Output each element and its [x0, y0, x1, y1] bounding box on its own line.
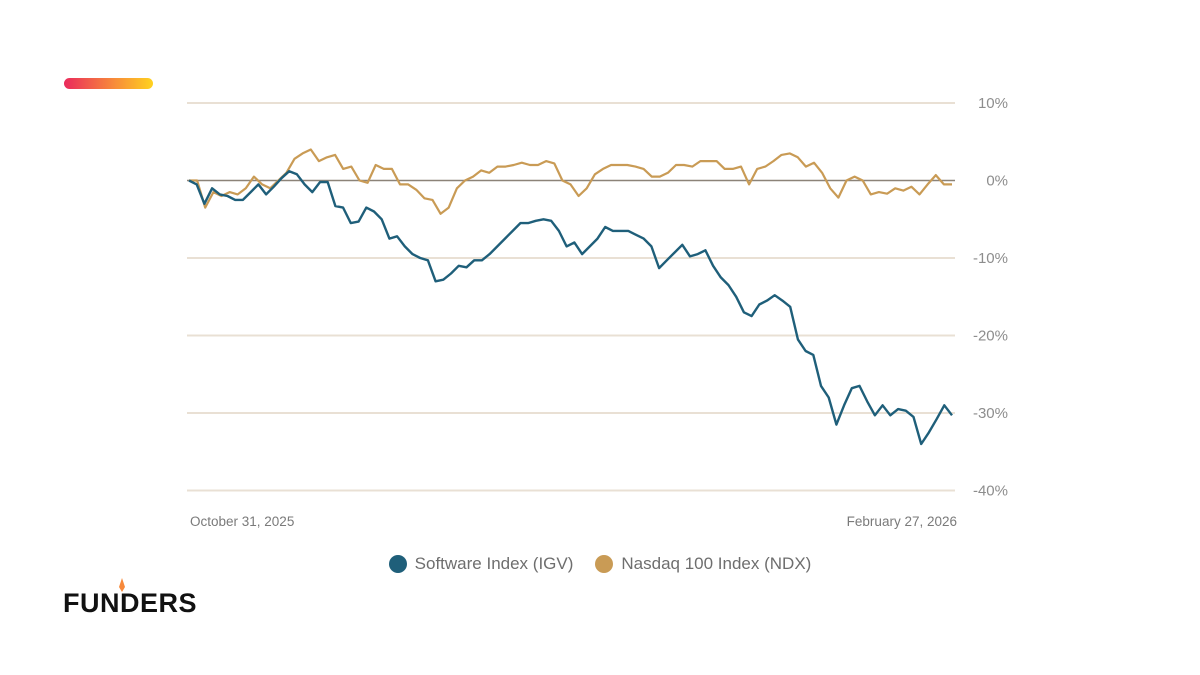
- y-axis-labels: 10% 0% -10% -20% -30% -40%: [973, 95, 1008, 500]
- x-end-label: February 27, 2026: [847, 514, 957, 529]
- line-chart: 10% 0% -10% -20% -30% -40% October 31, 2025 F…: [187, 95, 1008, 529]
- chart-grid: [187, 102, 955, 492]
- y-tick-label: -40%: [973, 483, 1008, 500]
- brand-accent-bar: [64, 78, 153, 89]
- y-tick-label: 0%: [986, 173, 1008, 190]
- y-tick-label: 10%: [978, 95, 1008, 112]
- chart-legend: Software Index (IGV) Nasdaq 100 Index (N…: [0, 554, 1200, 574]
- logo-flame-icon: [119, 578, 125, 592]
- legend-item-igv: Software Index (IGV): [388, 554, 574, 574]
- funders-logo: FUNDERS: [63, 588, 198, 618]
- y-tick-label: -30%: [973, 405, 1008, 422]
- series-line-igv: [188, 169, 953, 446]
- legend-swatch-igv: [388, 555, 407, 573]
- x-start-label: October 31, 2025: [190, 514, 294, 529]
- legend-label-igv: Software Index (IGV): [414, 554, 574, 573]
- legend-item-ndx: Nasdaq 100 Index (NDX): [595, 554, 811, 574]
- y-tick-label: -10%: [973, 250, 1008, 267]
- legend-label-ndx: Nasdaq 100 Index (NDX): [621, 554, 812, 573]
- legend-swatch-ndx: [595, 555, 614, 573]
- chart-series: [188, 148, 953, 446]
- y-tick-label: -20%: [973, 328, 1008, 345]
- series-line-ndx: [189, 148, 952, 215]
